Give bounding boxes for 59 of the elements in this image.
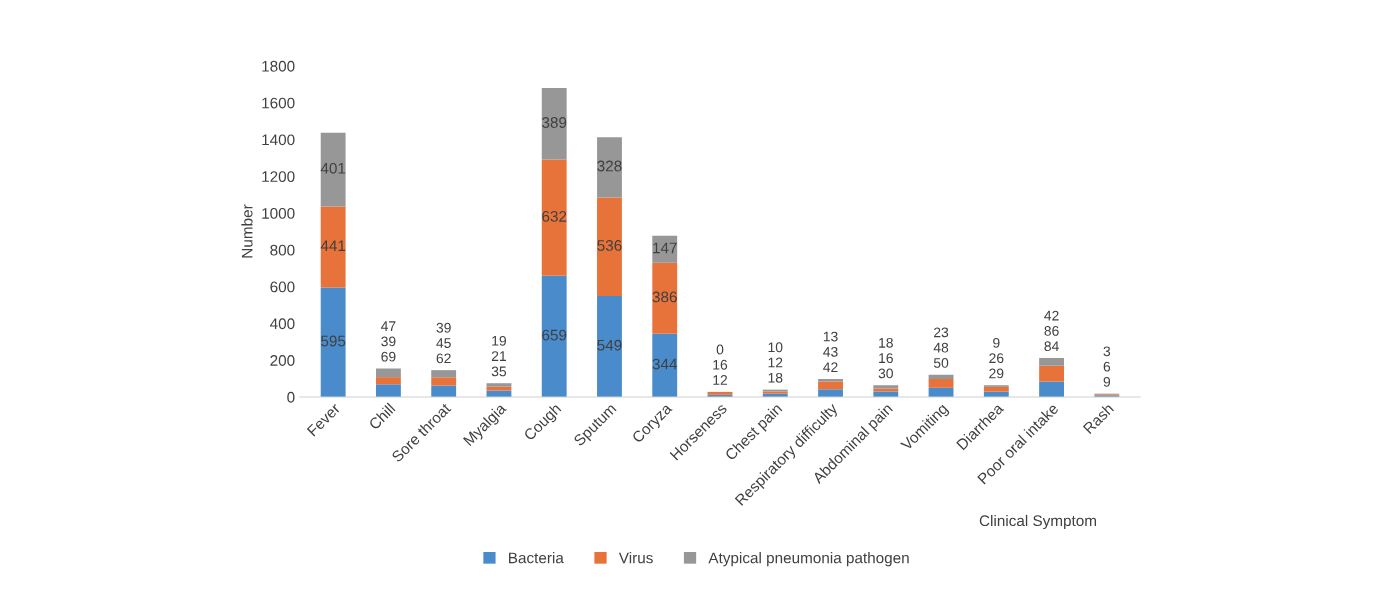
legend-label: Bacteria <box>509 552 564 564</box>
data-label: 16 <box>713 359 728 370</box>
data-label: 86 <box>1044 325 1059 336</box>
y-tick-label: 400 <box>270 318 295 330</box>
x-axis-title: Clinical Symptom <box>979 514 1096 530</box>
y-tick-label: 1200 <box>262 171 295 183</box>
data-label: 632 <box>542 210 567 222</box>
data-label: 26 <box>989 353 1004 364</box>
data-label: 536 <box>597 240 622 251</box>
y-tick-label: 600 <box>270 281 295 293</box>
data-label: 328 <box>597 160 622 172</box>
y-tick-label: 1000 <box>262 207 295 219</box>
data-label: 42 <box>823 362 838 372</box>
data-label: 21 <box>491 351 506 361</box>
data-label: 39 <box>381 336 396 347</box>
legend-label: Atypical pneumonia pathogen <box>708 552 909 567</box>
data-label: 549 <box>597 339 622 351</box>
data-label: 69 <box>381 351 396 362</box>
data-label: 659 <box>542 329 567 341</box>
data-label: 18 <box>879 337 893 348</box>
y-tick-label: 1800 <box>262 60 295 72</box>
data-label: 62 <box>436 353 451 364</box>
data-label: 12 <box>713 375 728 385</box>
data-label: 18 <box>768 372 783 383</box>
data-label: 9 <box>993 337 1000 348</box>
data-label: 39 <box>436 322 451 333</box>
data-label: 45 <box>436 338 451 348</box>
y-tick-label: 200 <box>270 355 295 366</box>
data-label: 13 <box>823 331 838 342</box>
data-label: 43 <box>823 346 838 357</box>
data-label: 47 <box>381 321 396 331</box>
data-label: 48 <box>933 342 949 353</box>
data-label: 19 <box>492 335 507 346</box>
data-label: 595 <box>321 335 346 347</box>
data-label: 147 <box>653 242 677 254</box>
y-tick-label: 1600 <box>262 97 295 109</box>
data-label: 23 <box>934 327 949 338</box>
y-axis-title: Number <box>241 204 253 258</box>
data-label: 10 <box>768 342 783 353</box>
y-tick-label: 1400 <box>262 134 295 146</box>
data-label: 35 <box>491 366 507 377</box>
data-label: 9 <box>1103 376 1111 387</box>
data-label: 30 <box>878 368 893 379</box>
data-label: 389 <box>542 117 567 128</box>
legend-label: Virus <box>618 552 653 564</box>
data-label: 12 <box>768 357 783 368</box>
y-tick-label: 800 <box>270 244 295 256</box>
data-label: 441 <box>320 240 346 251</box>
data-label: 0 <box>716 344 724 355</box>
data-label: 3 <box>1103 346 1111 357</box>
data-label: 29 <box>989 368 1004 379</box>
data-label: 84 <box>1044 341 1059 352</box>
data-label: 344 <box>652 358 678 370</box>
data-label: 6 <box>1103 361 1111 372</box>
data-label: 16 <box>879 353 893 364</box>
data-label: 386 <box>652 291 677 303</box>
data-label: 42 <box>1044 310 1059 321</box>
y-tick-label: 0 <box>287 391 295 403</box>
data-label: 50 <box>933 358 949 368</box>
